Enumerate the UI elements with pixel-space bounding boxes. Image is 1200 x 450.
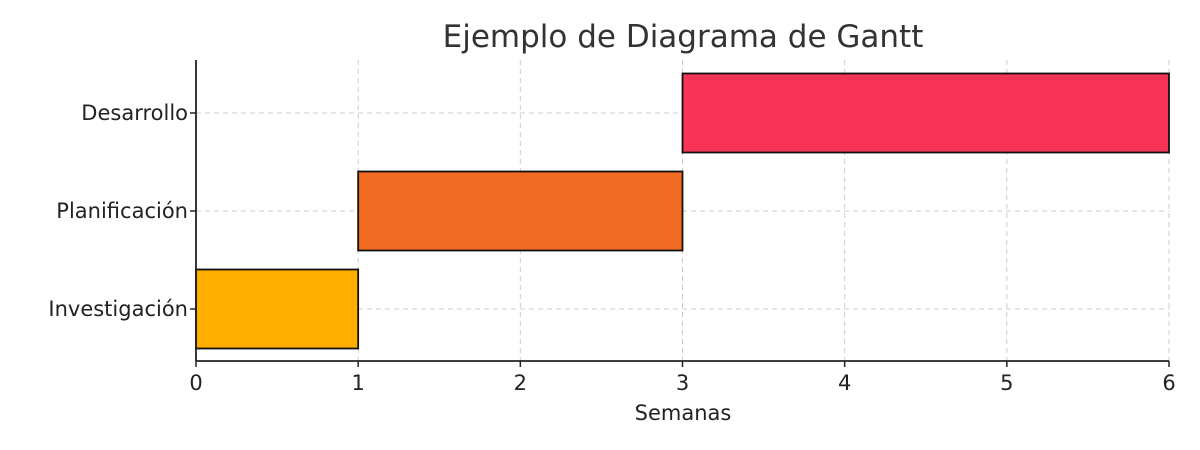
axis-layer: 0 1 2 3 4 5 6 Investigación Planificación Desarro… (48, 60, 1176, 395)
x-tick-label: 5 (1000, 371, 1013, 395)
chart-title: Ejemplo de Diagrama de Gantt (443, 19, 924, 55)
x-tick-label: 1 (351, 371, 364, 395)
x-axis-label: Semanas (635, 401, 732, 425)
gantt-bar (195, 268, 360, 350)
x-tick-label: 2 (514, 371, 527, 395)
x-tick-label: 3 (676, 371, 689, 395)
gantt-bar (357, 170, 684, 252)
x-tick-label: 4 (838, 371, 851, 395)
y-category-label: Planificación (56, 199, 188, 223)
bar-layer (195, 72, 1170, 350)
y-category-label: Desarrollo (81, 101, 188, 125)
gantt-bar (681, 72, 1170, 154)
y-category-label: Investigación (48, 297, 188, 321)
x-tick-label: 6 (1162, 371, 1175, 395)
x-tick-label: 0 (189, 371, 202, 395)
